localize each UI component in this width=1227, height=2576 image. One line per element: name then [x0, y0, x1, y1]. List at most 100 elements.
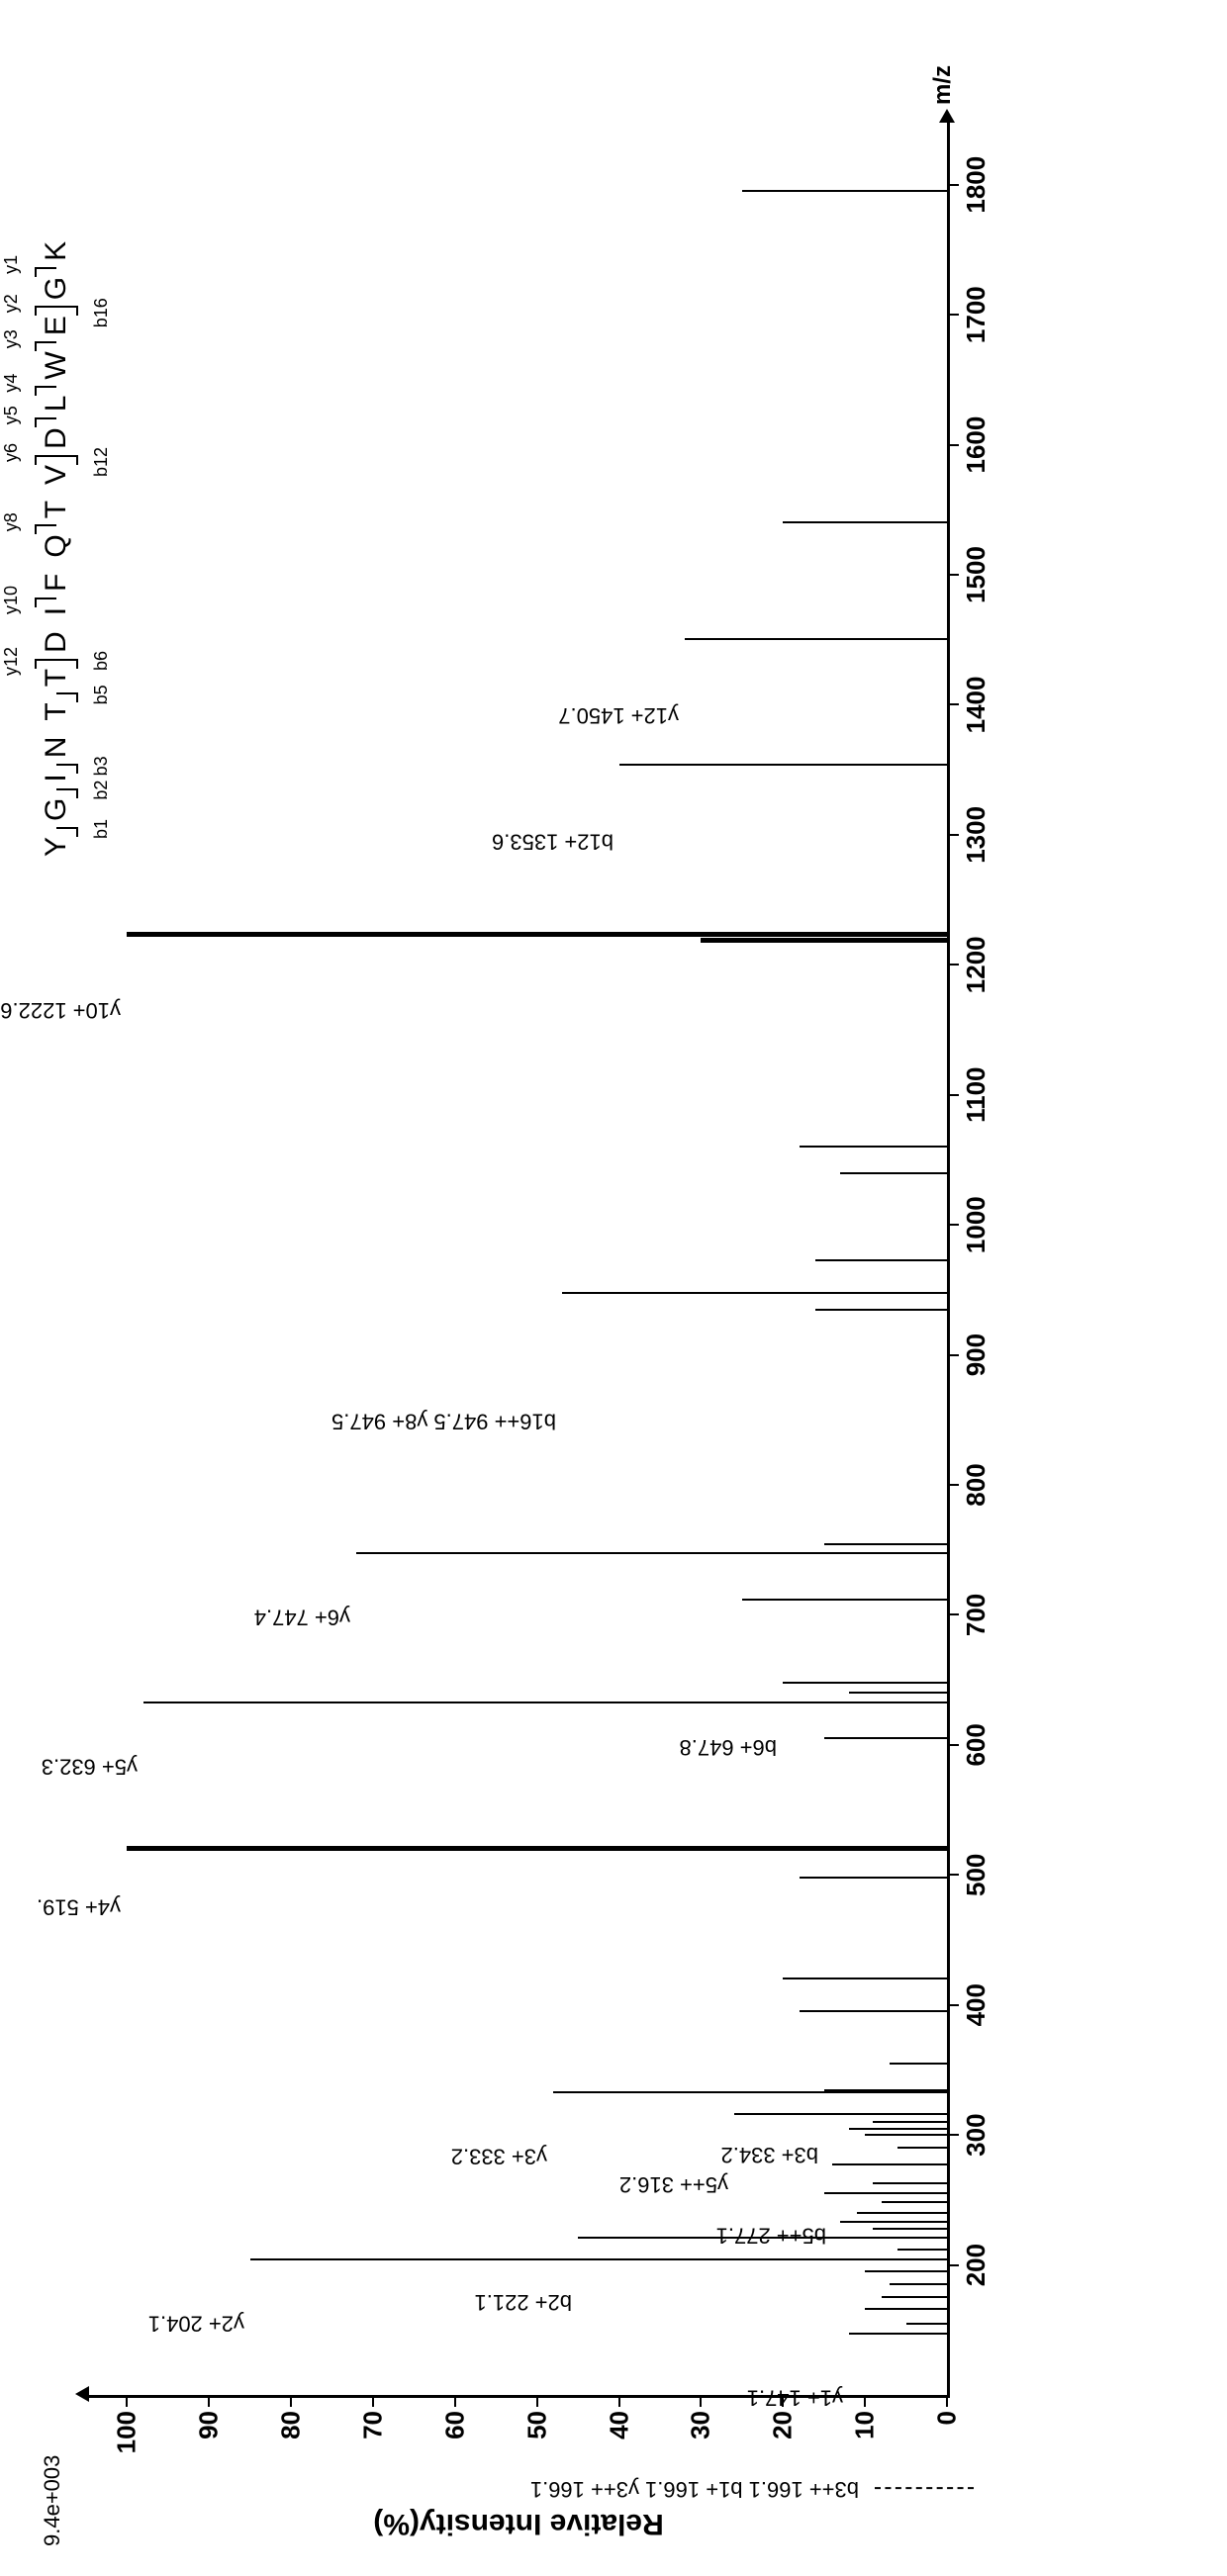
x-tick	[947, 2004, 959, 2006]
peak-label: y4+ 519.	[37, 1893, 127, 1919]
spectrum-peak: y1+ 147.1	[849, 2333, 947, 2335]
peak-label: b6+ 647.8	[680, 1734, 783, 1760]
x-axis-label: m/z	[929, 65, 957, 105]
b-ion-label: b3	[91, 756, 112, 776]
x-tick	[947, 964, 959, 966]
spectrum-peak	[783, 1978, 947, 1979]
y-ion-label: y5	[1, 406, 22, 424]
spectrum-peak: y12+ 1450.7	[685, 638, 947, 640]
x-tick	[947, 1874, 959, 1876]
y-tick-label: 50	[521, 2411, 552, 2439]
spectrum-peak	[849, 2128, 947, 2130]
peak-label: b12+ 1353.6	[492, 829, 619, 855]
x-tick-label: 1100	[961, 1067, 991, 1123]
x-tick	[947, 1354, 959, 1356]
spectrum-peak	[815, 1259, 947, 1261]
y-ion-label: y4	[1, 374, 22, 393]
spectrum-peak	[824, 1737, 947, 1739]
x-tick	[947, 574, 959, 576]
x-tick	[947, 2264, 959, 2266]
x-tick	[947, 1094, 959, 1096]
residue: Yb1	[40, 829, 73, 865]
spectrum-peak	[897, 2147, 947, 2149]
y-ion-label: y3	[1, 329, 22, 348]
x-tick-label: 800	[961, 1463, 991, 1506]
spectrum-peak	[906, 2323, 947, 2325]
y-tick	[618, 2395, 620, 2407]
peak-label: y3+ 333.2	[451, 2143, 553, 2168]
spectrum-peak	[873, 2182, 947, 2184]
spectrum-peak	[840, 2221, 947, 2223]
spectrum-peak: y6+ 747.4	[356, 1552, 947, 1554]
spectrum-peak	[857, 2212, 947, 2214]
spectrum-peak: b16++ 947.5 y8+ 947.5	[562, 1292, 947, 1294]
spectrum-peak	[897, 2249, 947, 2251]
y-tick-label: 0	[932, 2411, 963, 2425]
spectrum-peak	[742, 1599, 947, 1601]
b-ion-label: b2	[91, 781, 112, 800]
y-tick-label: 30	[686, 2411, 716, 2439]
y-tick-label: 80	[276, 2411, 307, 2439]
residue: Iy10	[40, 599, 73, 623]
spectrum-peak: b5++ 277.1	[832, 2163, 947, 2165]
x-tick-label: 600	[961, 1723, 991, 1766]
residue: Qy8	[40, 526, 73, 565]
residue: K	[40, 233, 73, 269]
spectrum-peak	[849, 1692, 947, 1694]
y-tick-label: 20	[768, 2411, 799, 2439]
spectrum-peak	[742, 190, 947, 192]
peak-label: y10+ 1222.6	[1, 997, 128, 1023]
x-tick	[947, 1613, 959, 1615]
peak-label: b16++ 947.5 y8+ 947.5	[331, 1409, 562, 1434]
spectrum-peak: b6+ 647.8	[783, 1682, 947, 1684]
residue: Tb6y12	[40, 661, 73, 694]
peak-label: b2+ 221.1	[475, 2289, 578, 2315]
spectrum-peak	[882, 2202, 947, 2204]
b-ion-label: b6	[91, 651, 112, 671]
y-tick-label: 40	[604, 2411, 634, 2439]
peak-label: y6+ 747.4	[254, 1605, 356, 1630]
x-tick	[947, 314, 959, 316]
spectrum-peak	[783, 521, 947, 523]
residue: Gb2	[40, 790, 73, 829]
peak-label: b5++ 277.1	[716, 2223, 832, 2249]
spectrum-peak	[800, 1146, 947, 1148]
intensity-exponent: 9.4e+003	[40, 2455, 65, 2546]
y-tick-label: 60	[439, 2411, 470, 2439]
x-tick	[947, 1744, 959, 1746]
x-tick-label: 1000	[961, 1196, 991, 1253]
spectrum-peak: y5++ 316.2	[734, 2113, 947, 2115]
spectrum-peak	[800, 1877, 947, 1879]
residue: Gy1	[40, 269, 73, 308]
residue: Dy5	[40, 419, 73, 457]
plot-area: Relative Intensity(%) m/z 01020304050607…	[89, 123, 950, 2398]
x-tick-label: 1400	[961, 677, 991, 734]
spectrum-peak	[800, 2010, 947, 2012]
x-tick	[947, 1484, 959, 1486]
spectrum-peak	[824, 2192, 947, 2194]
x-tick-label: 1800	[961, 156, 991, 214]
x-tick-label: 300	[961, 2113, 991, 2156]
x-tick-label: 1600	[961, 416, 991, 474]
spectrum-peak: b3+ 334.2	[824, 2089, 947, 2091]
spectrum-chart: 9.4e+003 Relative Intensity(%) m/z 01020…	[69, 83, 1039, 2398]
residue: Ib3	[40, 766, 73, 789]
y-axis-arrow-icon	[75, 2386, 89, 2402]
y-tick-label: 90	[194, 2411, 225, 2439]
spectrum-peak	[890, 2283, 947, 2285]
peak-label: y2+ 204.1	[147, 2311, 249, 2337]
spectrum-peak	[873, 2121, 947, 2123]
x-tick-label: 400	[961, 1983, 991, 2026]
y-tick-label: 10	[850, 2411, 881, 2439]
spectrum-peak: y10+ 1222.6	[127, 932, 947, 937]
b-ion-label: b5	[91, 685, 112, 704]
spectrum-peak: b12+ 1353.6	[619, 764, 947, 766]
peak-label: y5+ 632.3	[42, 1754, 143, 1780]
spectrum-peak: y2+ 204.1	[250, 2258, 947, 2260]
y-tick	[126, 2395, 128, 2407]
b-ion-label: b16	[91, 298, 112, 327]
residue: D	[40, 623, 73, 661]
spectrum-peak: y4+ 519.	[127, 1846, 947, 1851]
y-tick	[700, 2395, 702, 2407]
y-tick-label: 100	[112, 2411, 142, 2453]
